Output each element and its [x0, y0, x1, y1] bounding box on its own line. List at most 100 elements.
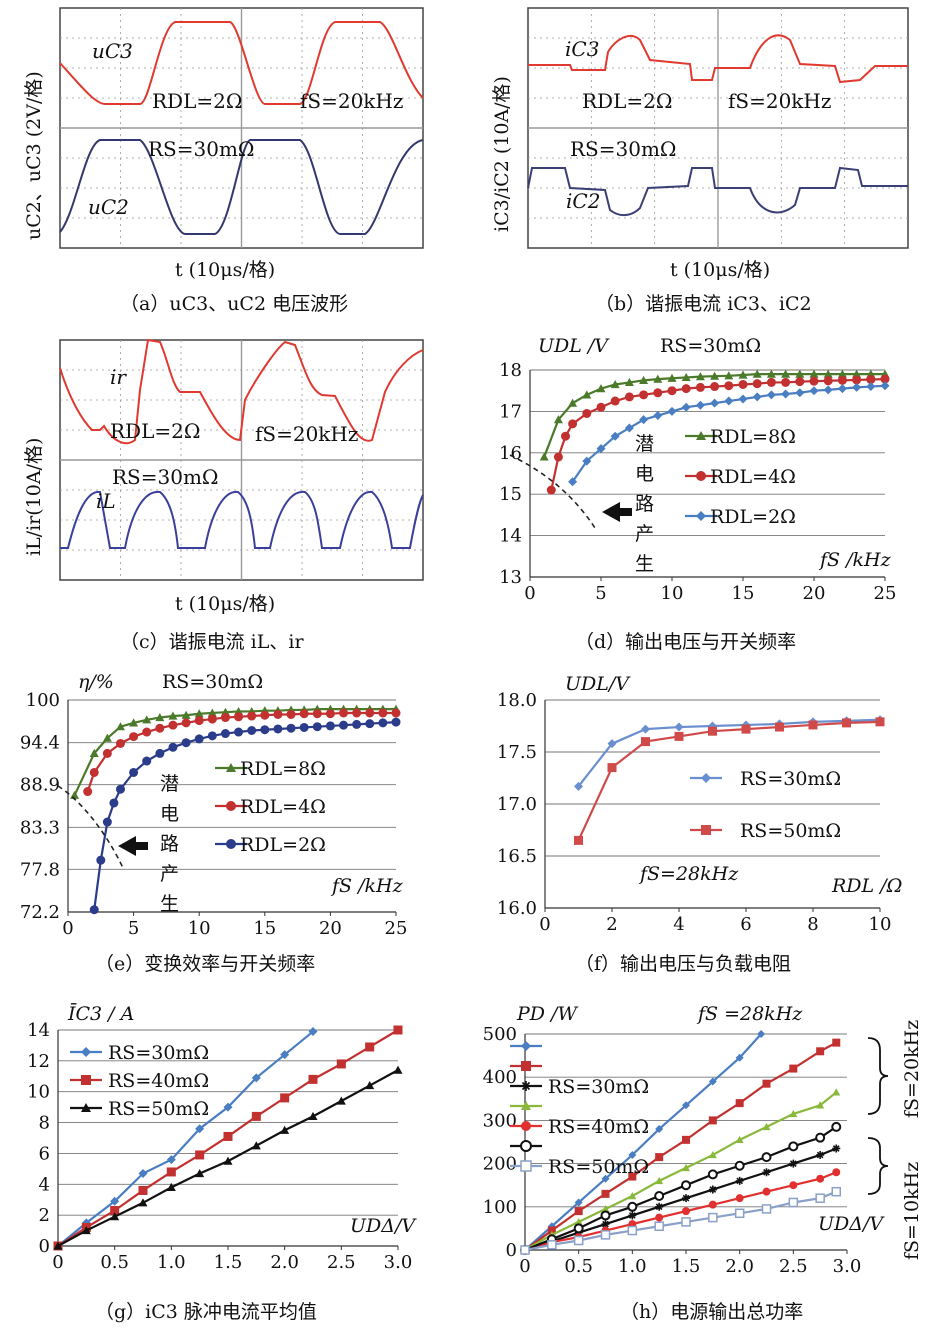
- y-tick-label: 4: [39, 1174, 50, 1195]
- data-point: [138, 1198, 148, 1207]
- data-point: [573, 1235, 584, 1246]
- data-point: [837, 384, 847, 394]
- y-axis-label: η/%: [78, 671, 114, 693]
- bracket-10khz: [867, 1137, 889, 1195]
- data-point: [155, 713, 165, 722]
- data-point: [735, 1099, 744, 1108]
- data-point: [299, 709, 309, 719]
- sneak-circuit-char: 路: [635, 493, 654, 515]
- data-point: [166, 1155, 176, 1165]
- chart-g: 0 2 4 6 8 10 12 14 0 0.5 1.0 1.5 2.0 2.5 3.0 ĪC3 / A UDΔ…: [27, 1002, 417, 1273]
- data-point: [766, 377, 776, 387]
- data-point: [695, 382, 705, 392]
- data-point: [789, 1064, 798, 1073]
- data-point: [655, 1153, 664, 1162]
- sneak-circuit-char: 生: [160, 893, 179, 915]
- legend-label: RS=50mΩ: [548, 1156, 649, 1178]
- data-point: [81, 1047, 91, 1057]
- data-point: [866, 382, 876, 392]
- scope-c-grid: [60, 340, 423, 580]
- ic3-label: iC3: [565, 37, 599, 61]
- x-axis-label: RDL /Ω: [831, 875, 902, 897]
- data-point: [610, 431, 620, 441]
- data-point: [788, 1141, 799, 1152]
- data-point: [226, 763, 236, 772]
- data-point: [601, 1204, 610, 1213]
- sneak-circuit-char: 路: [160, 833, 179, 855]
- data-point: [837, 375, 847, 385]
- data-point: [788, 1197, 799, 1208]
- data-point: [365, 1081, 375, 1090]
- legend-label: RS=50mΩ: [740, 820, 841, 842]
- data-point: [574, 835, 583, 845]
- data-point: [89, 905, 99, 915]
- y-tick-label: 88.9: [20, 775, 60, 796]
- data-point: [808, 720, 818, 730]
- data-point: [627, 1225, 638, 1236]
- data-point: [627, 1201, 638, 1212]
- legend-label: RDL=8Ω: [710, 426, 796, 448]
- legend-entry: RS=30mΩ: [70, 1042, 209, 1064]
- data-point: [521, 1121, 531, 1131]
- x-tick-label: 15: [253, 918, 276, 939]
- legend-label: RDL=8Ω: [240, 758, 326, 780]
- rdl-label-b: RDL=2Ω: [582, 89, 672, 113]
- legend-entry: RDL=8Ω: [685, 426, 796, 448]
- legend-entry: [510, 1140, 542, 1152]
- data-point: [735, 1053, 744, 1062]
- ylabel-a: uC2、uC3 (2V/格): [23, 71, 45, 240]
- x-tick-label: 2.0: [270, 1252, 299, 1273]
- data-point: [81, 1103, 91, 1112]
- data-point: [574, 1207, 583, 1216]
- x-tick-label: 10: [661, 583, 684, 604]
- x-tick-label: 1.0: [618, 1256, 647, 1277]
- bracket-10khz-label: fS=10kHz: [901, 1162, 923, 1260]
- data-point: [696, 431, 706, 440]
- data-point: [832, 1038, 841, 1047]
- y-tick-label: 100: [26, 690, 60, 711]
- data-point: [115, 738, 125, 748]
- data-point: [624, 392, 634, 402]
- y-tick-label: 8: [39, 1113, 50, 1134]
- data-point: [574, 1217, 583, 1226]
- rdl-label-c: RDL=2Ω: [110, 419, 200, 443]
- data-point: [81, 1226, 91, 1235]
- series-unnamed-0: [521, 1030, 766, 1254]
- data-point: [653, 388, 663, 398]
- legend-entry: [510, 1101, 542, 1110]
- legend-label: RDL=4Ω: [240, 796, 326, 818]
- x-axis-label: UDΔ/V: [350, 1215, 417, 1237]
- data-point: [654, 1221, 664, 1231]
- y-tick-label: 17.5: [497, 742, 537, 763]
- x-tick-label: 2.5: [327, 1252, 356, 1273]
- data-point: [724, 396, 734, 406]
- data-point: [762, 1122, 771, 1131]
- series-rs-50m-: [574, 717, 885, 845]
- data-point: [674, 722, 684, 732]
- sneak-circuit-char: 产: [635, 523, 654, 545]
- data-point: [789, 1109, 798, 1118]
- caption-a: （a）uC3、uC2 电压波形: [120, 293, 348, 315]
- chart-e: 72.2 77.8 83.3 88.9 94.4 100 0 5 10 15 20 25 RS=30mΩ…: [20, 671, 408, 939]
- bracket-annotations-h: fS=20kHz fS=10kHz: [867, 1020, 923, 1260]
- chart-title: RS=30mΩ: [162, 671, 263, 693]
- data-point: [521, 1041, 531, 1051]
- caption-d: （d）输出电压与开关频率: [575, 631, 796, 653]
- legend-entry: RDL=4Ω: [215, 796, 326, 818]
- y-tick-label: 0: [39, 1236, 50, 1257]
- data-point: [707, 1169, 718, 1180]
- x-tick-label: 6: [740, 914, 751, 935]
- x-tick-label: 0.5: [564, 1256, 593, 1277]
- y-tick-label: 2: [39, 1205, 50, 1226]
- data-point: [823, 376, 833, 386]
- y-tick-label: 16.5: [497, 846, 537, 867]
- data-point: [207, 708, 217, 717]
- chart-annotation: fS =28kHz: [696, 1003, 803, 1025]
- x-tick-label: 3.0: [384, 1252, 413, 1273]
- data-point: [223, 1156, 233, 1165]
- data-point: [223, 1131, 233, 1141]
- x-tick-label: 1.0: [157, 1252, 186, 1273]
- data-point: [596, 384, 606, 393]
- y-tick-label: 12: [27, 1051, 50, 1072]
- data-point: [708, 726, 717, 736]
